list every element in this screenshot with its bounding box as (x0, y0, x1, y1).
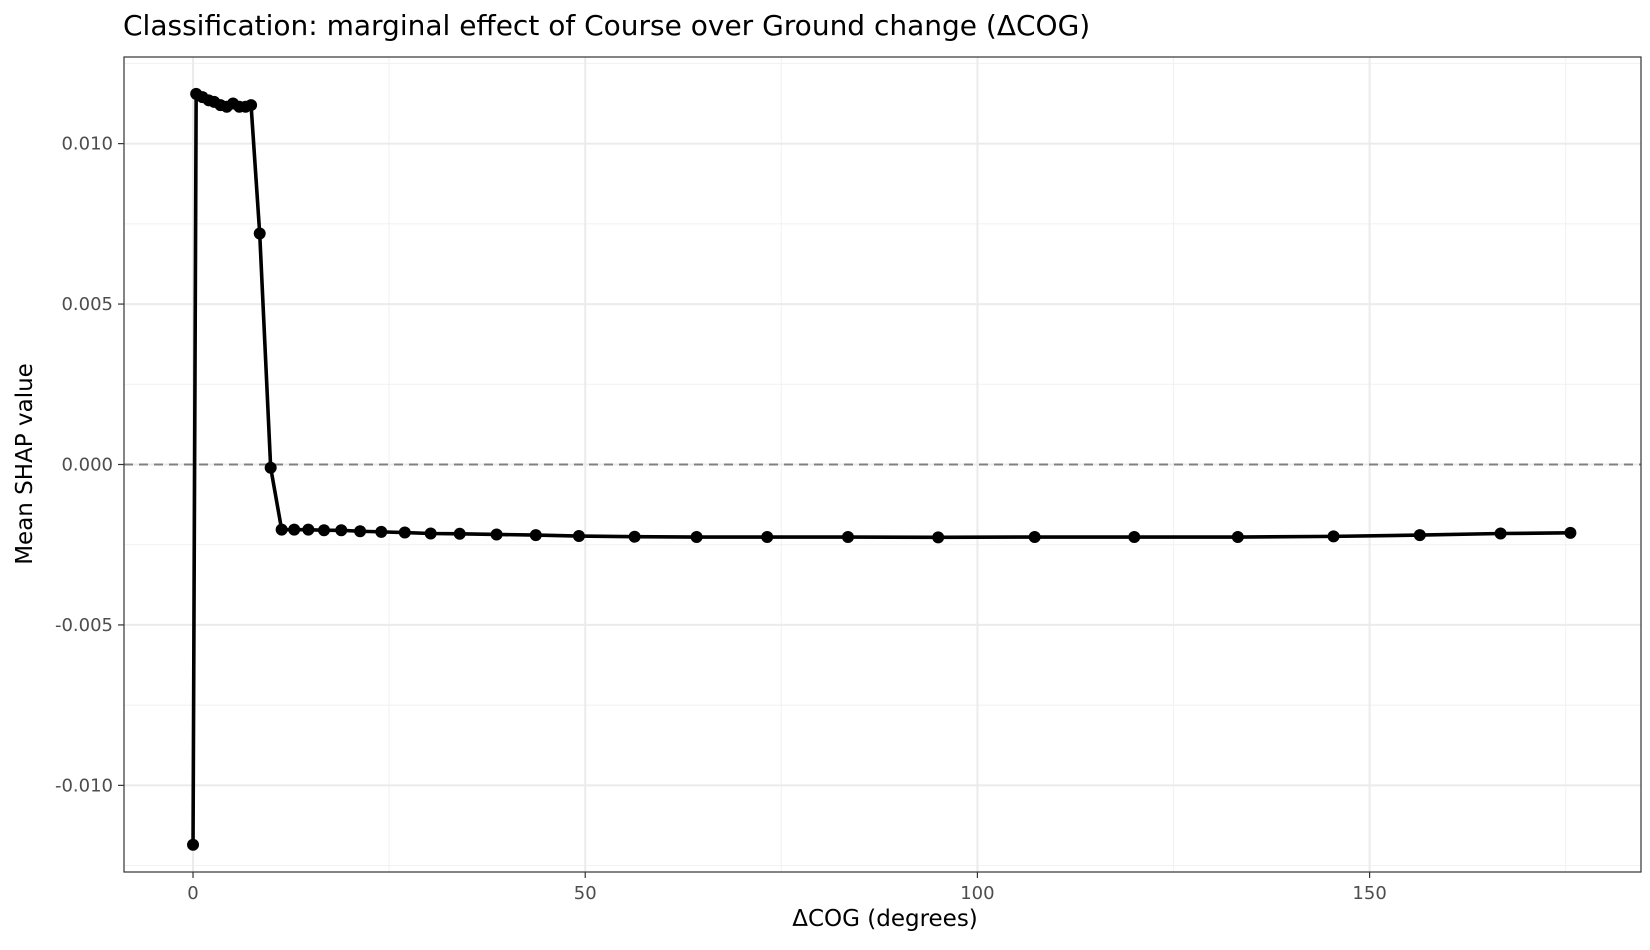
data-point-13 (275, 523, 288, 536)
data-point-18 (354, 525, 367, 538)
y-axis-title: Mean SHAP value (12, 363, 38, 565)
data-point-36 (1494, 527, 1507, 540)
x-axis-ticks: 0 50 100 150 (187, 872, 1387, 904)
data-point-22 (453, 527, 466, 540)
data-point-30 (932, 531, 945, 544)
data-point-35 (1413, 529, 1426, 542)
data-point-0 (187, 838, 200, 851)
data-point-16 (318, 524, 331, 537)
x-tick-label-3: 150 (1352, 883, 1386, 904)
y-axis-ticks: -0.010 -0.005 0.000 0.005 0.010 (55, 134, 124, 796)
chart-title: Classification: marginal effect of Cours… (123, 9, 1090, 42)
y-tick-label-0: -0.010 (55, 775, 113, 796)
series-layer (187, 87, 1577, 851)
data-point-34 (1327, 530, 1340, 543)
data-point-17 (335, 524, 348, 537)
data-point-10 (245, 99, 258, 112)
y-tick-label-3: 0.005 (61, 294, 113, 315)
data-point-15 (302, 523, 315, 536)
y-tick-label-4: 0.010 (61, 134, 113, 155)
data-point-21 (424, 527, 437, 540)
data-point-27 (690, 531, 703, 544)
data-point-20 (398, 526, 411, 539)
data-point-37 (1564, 526, 1577, 539)
data-point-14 (288, 523, 301, 536)
data-point-32 (1128, 531, 1141, 544)
y-tick-label-1: -0.005 (55, 615, 113, 636)
data-point-28 (761, 531, 774, 544)
data-point-29 (841, 531, 854, 544)
minor-gridlines (124, 57, 1641, 872)
data-point-19 (375, 525, 388, 538)
x-tick-label-1: 50 (574, 883, 597, 904)
x-tick-label-2: 100 (960, 883, 994, 904)
x-axis-title: ΔCOG (degrees) (792, 906, 978, 932)
data-point-31 (1028, 531, 1041, 544)
data-point-11 (253, 227, 266, 240)
x-tick-label-0: 0 (187, 883, 198, 904)
data-point-25 (572, 530, 585, 543)
data-point-26 (628, 530, 641, 543)
data-point-24 (529, 529, 542, 542)
y-tick-label-2: 0.000 (61, 455, 113, 476)
data-point-12 (264, 461, 277, 474)
data-point-33 (1231, 531, 1244, 544)
data-point-23 (490, 528, 503, 541)
